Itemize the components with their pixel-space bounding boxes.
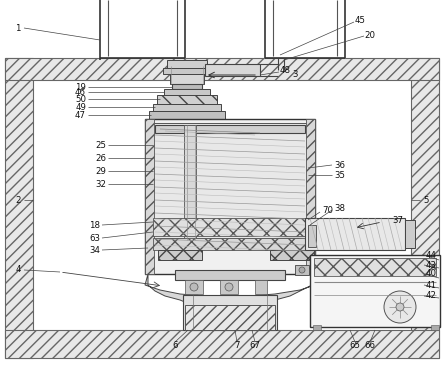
Circle shape — [396, 303, 404, 311]
Bar — [305, 218, 405, 250]
Bar — [153, 218, 307, 236]
Bar — [153, 104, 221, 111]
Bar — [185, 280, 203, 294]
Text: 49: 49 — [75, 102, 86, 112]
Text: 42: 42 — [426, 291, 437, 300]
Text: 38: 38 — [334, 203, 345, 212]
Bar — [175, 270, 285, 280]
Bar — [145, 119, 315, 274]
Text: 18: 18 — [89, 221, 100, 230]
Text: 40: 40 — [426, 270, 437, 279]
Bar — [310, 255, 440, 327]
Text: 25: 25 — [95, 140, 106, 149]
Text: 43: 43 — [426, 261, 437, 270]
Circle shape — [190, 283, 198, 291]
Text: 29: 29 — [95, 166, 106, 175]
Bar — [411, 58, 439, 358]
Text: 4: 4 — [15, 266, 21, 275]
Bar — [205, 64, 260, 76]
Text: 50: 50 — [75, 95, 86, 103]
Text: 67: 67 — [250, 340, 261, 349]
Text: 20: 20 — [365, 30, 376, 40]
Text: 1: 1 — [15, 23, 21, 33]
Text: 37: 37 — [392, 216, 403, 224]
Bar — [295, 265, 309, 275]
Text: 26: 26 — [95, 154, 106, 163]
Bar — [164, 89, 210, 95]
Polygon shape — [256, 274, 315, 305]
Text: 19: 19 — [75, 82, 86, 91]
Text: 65: 65 — [349, 340, 361, 349]
Bar — [183, 295, 277, 330]
Bar — [149, 111, 225, 119]
Bar — [184, 125, 196, 240]
Text: 5: 5 — [423, 196, 429, 205]
Text: 41: 41 — [426, 280, 437, 289]
Text: 63: 63 — [89, 233, 100, 242]
Text: 46: 46 — [75, 88, 86, 96]
Bar — [5, 330, 439, 358]
Bar — [158, 250, 202, 260]
Polygon shape — [145, 274, 198, 305]
Text: 70: 70 — [322, 205, 333, 214]
Bar — [405, 220, 415, 248]
Bar — [255, 280, 267, 294]
Text: 7: 7 — [234, 340, 240, 349]
Bar — [167, 60, 207, 68]
Text: 45: 45 — [354, 16, 365, 25]
Text: 6: 6 — [172, 340, 178, 349]
Bar — [163, 68, 211, 74]
Bar — [220, 280, 238, 294]
Bar — [155, 125, 305, 133]
Text: 34: 34 — [89, 245, 100, 254]
Bar — [172, 84, 202, 89]
Bar — [5, 58, 439, 80]
Circle shape — [225, 283, 233, 291]
Bar — [314, 258, 436, 276]
Text: 32: 32 — [95, 179, 106, 189]
Text: 48: 48 — [280, 65, 291, 75]
Bar — [313, 325, 321, 330]
Bar — [306, 119, 315, 274]
Bar — [145, 119, 154, 274]
Bar — [5, 58, 33, 358]
Text: 2: 2 — [15, 196, 21, 205]
Text: 44: 44 — [426, 251, 437, 259]
Text: 66: 66 — [365, 340, 376, 349]
Bar — [185, 305, 275, 330]
Circle shape — [384, 291, 416, 323]
Bar — [152, 123, 308, 238]
Bar — [270, 250, 314, 260]
Text: 3: 3 — [292, 70, 297, 79]
Bar — [308, 225, 316, 247]
Bar — [157, 95, 217, 104]
Text: 47: 47 — [75, 110, 86, 119]
Bar — [431, 325, 439, 330]
Bar — [153, 238, 307, 250]
Circle shape — [299, 267, 305, 273]
Text: 36: 36 — [334, 161, 345, 170]
Bar — [170, 74, 204, 84]
Text: 35: 35 — [334, 170, 345, 179]
